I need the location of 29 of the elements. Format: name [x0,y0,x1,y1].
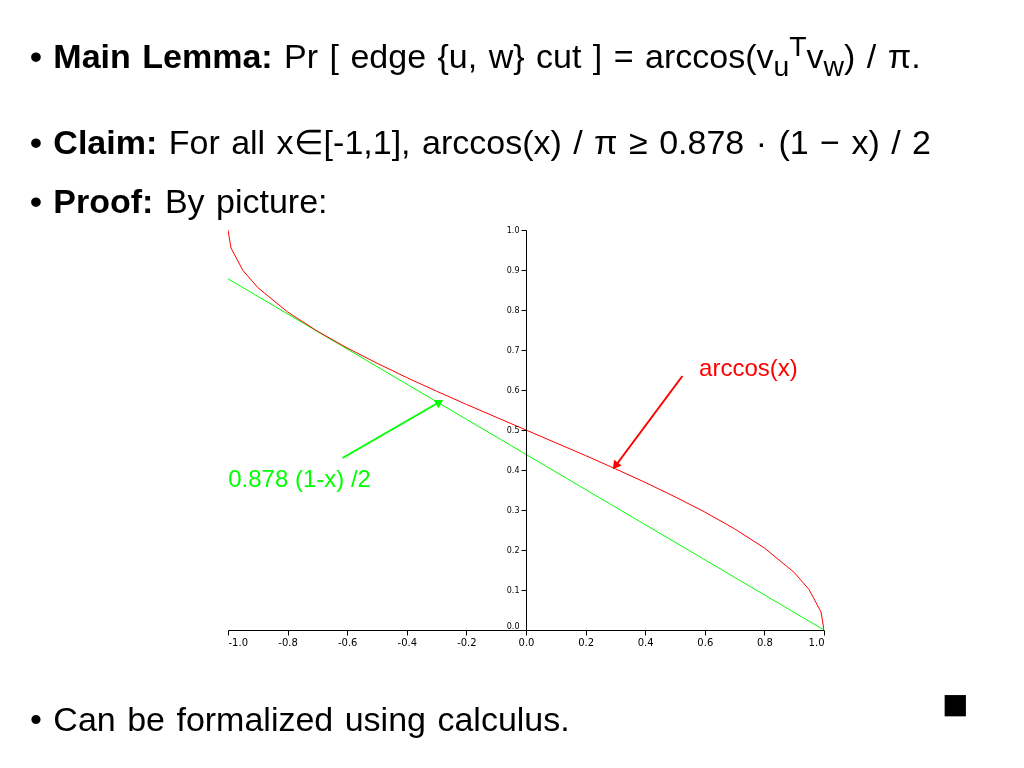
y-tick-label: 0.4 [506,465,520,475]
y-tick-label: 1.0 [506,225,520,235]
x-tick-label: 0.2 [578,636,595,648]
y-tick-label: 0.5 [506,425,520,435]
annotation: 0.878 (1-x) /2 [228,465,371,492]
y-tick-label: 0.8 [506,305,520,315]
text: • Main Lemma: Pr [ edge {u, w} cut ] = arccos(v$_{u}$$^{T}$v$_{w}$) / π. [30,30,921,84]
text: • Can be formalized using calculus. [30,700,570,739]
x-tick-label: -0.6 [337,636,358,648]
x-tick-label: 0.8 [756,636,773,648]
x-tick-label: 0.6 [697,636,714,648]
x-tick-label: -0.4 [397,636,418,648]
text: • Claim: For all x∈[-1,1], arccos(x) / π ≥ 0.878 · (1 − x) / 2 [30,122,931,162]
text: • Proof: By picture: [30,182,328,221]
y-tick-label: 0.2 [506,545,520,555]
x-tick-label: 0.4 [637,636,654,648]
x-tick-label: 1.0 [808,636,825,648]
y-tick-label: 0.0 [506,621,520,631]
y-tick-label: 0.1 [506,585,520,595]
y-tick-label: 0.9 [506,265,520,275]
x-tick-label: -0.2 [457,636,477,648]
annotation: arccos(x) [699,354,798,381]
x-tick-label: -1.0 [228,636,249,648]
y-tick-label: 0.7 [506,345,520,355]
text: ■ [942,679,969,728]
y-tick-label: 0.6 [506,385,520,395]
y-tick-label: 0.3 [506,505,520,515]
x-tick-label: -0.8 [278,636,298,648]
x-tick-label: 0.0 [518,636,535,648]
